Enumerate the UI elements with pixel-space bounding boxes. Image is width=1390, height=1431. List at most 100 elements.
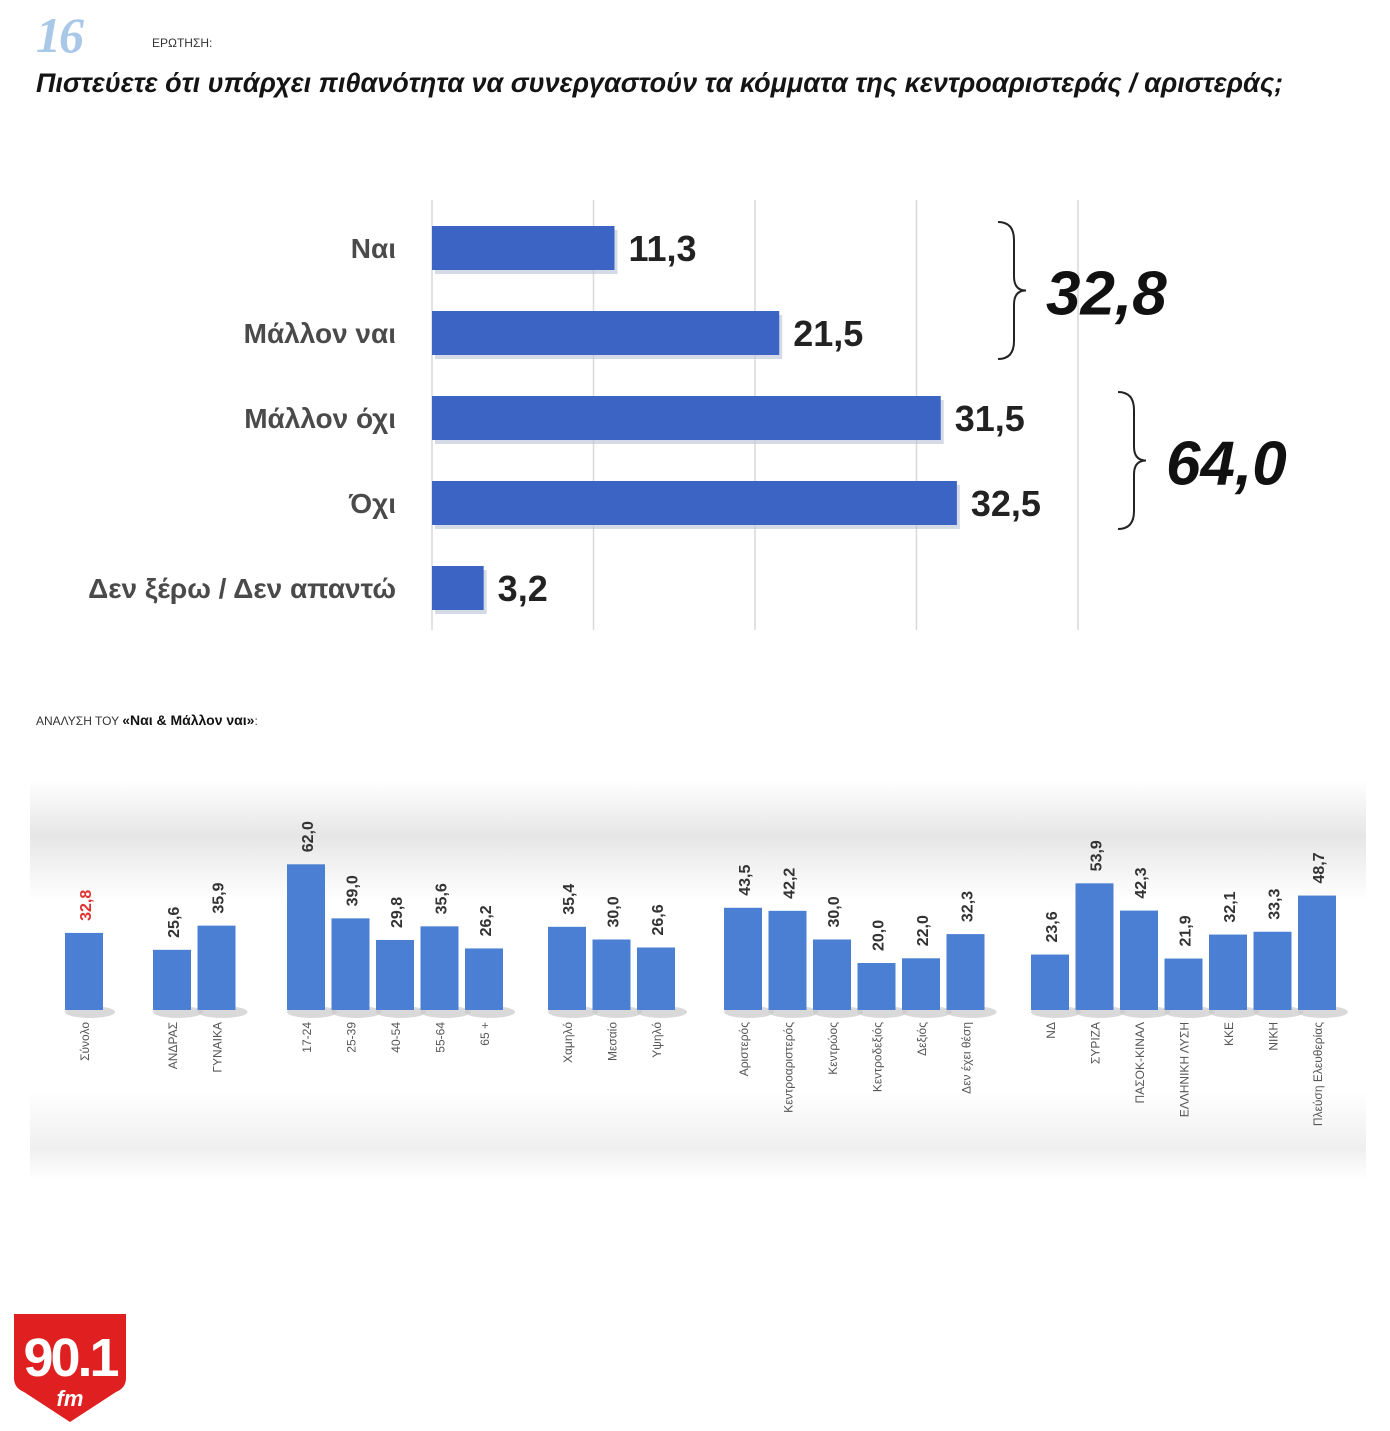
category-label: 17-24 — [300, 1022, 314, 1053]
bar — [857, 963, 896, 1010]
value-label: 48,7 — [1311, 852, 1328, 883]
category-label: 65 + — [478, 1022, 492, 1046]
bar — [376, 939, 414, 1010]
category-label: ΣΥΡΙΖΑ — [1089, 1022, 1103, 1064]
category-label: Πλεύση Ελευθερίας — [1311, 1022, 1325, 1126]
bar — [197, 925, 236, 1010]
bar — [637, 947, 675, 1010]
bar — [432, 311, 780, 355]
category-label: Δεν ξέρω / Δεν απαντώ — [88, 573, 396, 604]
value-label: 21,5 — [793, 313, 863, 354]
bar — [287, 864, 325, 1010]
category-label: 25-39 — [345, 1022, 359, 1053]
value-label: 32,3 — [960, 891, 977, 922]
category-label: Δεν έχει θέση — [960, 1022, 974, 1094]
value-label: 30,0 — [826, 896, 843, 927]
category-label: ΕΛΛΗΝΙΚΗ ΛΥΣΗ — [1178, 1022, 1192, 1117]
bar — [465, 948, 503, 1010]
value-label: 62,0 — [300, 821, 317, 852]
logo-suffix: fm — [57, 1386, 84, 1411]
bar — [946, 934, 985, 1010]
category-label: Σύνολο — [78, 1022, 92, 1061]
bar — [420, 926, 459, 1010]
bar — [902, 958, 940, 1010]
category-label: Υψηλό — [650, 1022, 664, 1058]
value-label: 3,2 — [498, 568, 548, 609]
bar — [432, 396, 941, 440]
value-label: 22,0 — [915, 915, 932, 946]
value-label: 33,3 — [1267, 889, 1284, 920]
category-label: Κεντρώος — [826, 1022, 840, 1075]
bar — [1120, 910, 1158, 1010]
category-label: 55-64 — [434, 1022, 448, 1053]
group-brace — [1117, 391, 1147, 530]
value-label: 32,8 — [78, 890, 95, 921]
value-label: 26,6 — [650, 904, 667, 935]
bar — [432, 226, 615, 270]
bar — [768, 910, 807, 1010]
bar — [548, 926, 586, 1010]
category-label: Μάλλον ναι — [244, 318, 396, 349]
category-label: ΓΥΝΑΙΚΑ — [211, 1022, 225, 1073]
bar — [1164, 958, 1203, 1010]
category-label: Κεντροδεξιός — [871, 1022, 885, 1092]
bar — [1075, 883, 1114, 1010]
group-total-label: 32,8 — [1046, 260, 1167, 329]
category-label: Χαμηλό — [561, 1022, 575, 1063]
bar — [432, 481, 957, 525]
group-total-label: 64,0 — [1166, 430, 1287, 499]
value-label: 43,5 — [737, 865, 754, 896]
value-label: 35,6 — [434, 883, 451, 914]
category-label: ΝΙΚΗ — [1267, 1022, 1281, 1051]
breakdown-title-suffix: : — [254, 714, 258, 728]
value-label: 32,5 — [971, 483, 1041, 524]
category-label: Κεντροαριστερός — [782, 1022, 796, 1113]
main-bar-chart: Ναι 11,3 Μάλλον ναι 21,5 Μάλλον όχι 31,5 Όχι 32… — [88, 200, 1287, 630]
value-label: 42,2 — [782, 868, 799, 899]
value-label: 30,0 — [606, 896, 623, 927]
category-label: ΑΝΔΡΑΣ — [166, 1022, 180, 1069]
value-label: 29,8 — [389, 897, 406, 928]
value-label: 21,9 — [1178, 915, 1195, 946]
category-label: Μεσαίο — [606, 1022, 620, 1061]
value-label: 23,6 — [1044, 911, 1061, 942]
value-label: 35,4 — [561, 884, 578, 915]
bar — [1253, 931, 1292, 1010]
bar — [331, 918, 370, 1010]
bar — [65, 932, 103, 1010]
breakdown-bar-chart: 32,8 Σύνολο 25,6 ΑΝΔΡΑΣ 35,9 ΓΥΝΑΙΚΑ 62,0 17-24… — [65, 821, 1348, 1126]
bar — [813, 939, 851, 1010]
value-label: 32,1 — [1222, 891, 1239, 922]
category-label: ΚΚΕ — [1222, 1022, 1236, 1046]
value-label: 26,2 — [478, 905, 495, 936]
category-label: ΝΔ — [1044, 1022, 1058, 1039]
value-label: 35,9 — [211, 882, 228, 913]
category-label: Αριστερός — [737, 1022, 751, 1076]
bar — [1298, 895, 1336, 1010]
value-label: 25,6 — [166, 907, 183, 938]
category-label: Μάλλον όχι — [244, 403, 396, 434]
question-number: 16 — [36, 7, 84, 63]
question-label: ΕΡΩΤΗΣΗ: — [152, 36, 213, 50]
breakdown-title-prefix: ΑΝΑΛΥΣΗ ΤΟΥ — [36, 714, 123, 728]
category-label: 40-54 — [389, 1022, 403, 1053]
value-label: 31,5 — [955, 398, 1025, 439]
breakdown-title: ΑΝΑΛΥΣΗ ΤΟΥ «Ναι & Μάλλον ναι»: — [36, 712, 258, 728]
bar — [592, 939, 631, 1010]
group-brace — [997, 221, 1027, 360]
category-label: ΠΑΣΟΚ-ΚΙΝΑΛ — [1133, 1022, 1147, 1103]
value-label: 42,3 — [1133, 867, 1150, 898]
category-label: Δεξιός — [915, 1022, 929, 1056]
category-label: Ναι — [351, 233, 396, 264]
breakdown-title-bold: «Ναι & Μάλλον ναι» — [122, 712, 255, 728]
bar — [1031, 954, 1069, 1010]
question-text: Πιστεύετε ότι υπάρχει πιθανότητα να συνε… — [36, 68, 1284, 98]
value-label: 53,9 — [1089, 840, 1106, 871]
bar — [724, 907, 762, 1010]
logo-shield — [14, 1314, 126, 1422]
bar — [1209, 934, 1247, 1010]
bar — [432, 566, 484, 610]
value-label: 11,3 — [628, 228, 696, 269]
logo-number: 90.1 — [23, 1328, 118, 1388]
value-label: 39,0 — [345, 875, 362, 906]
